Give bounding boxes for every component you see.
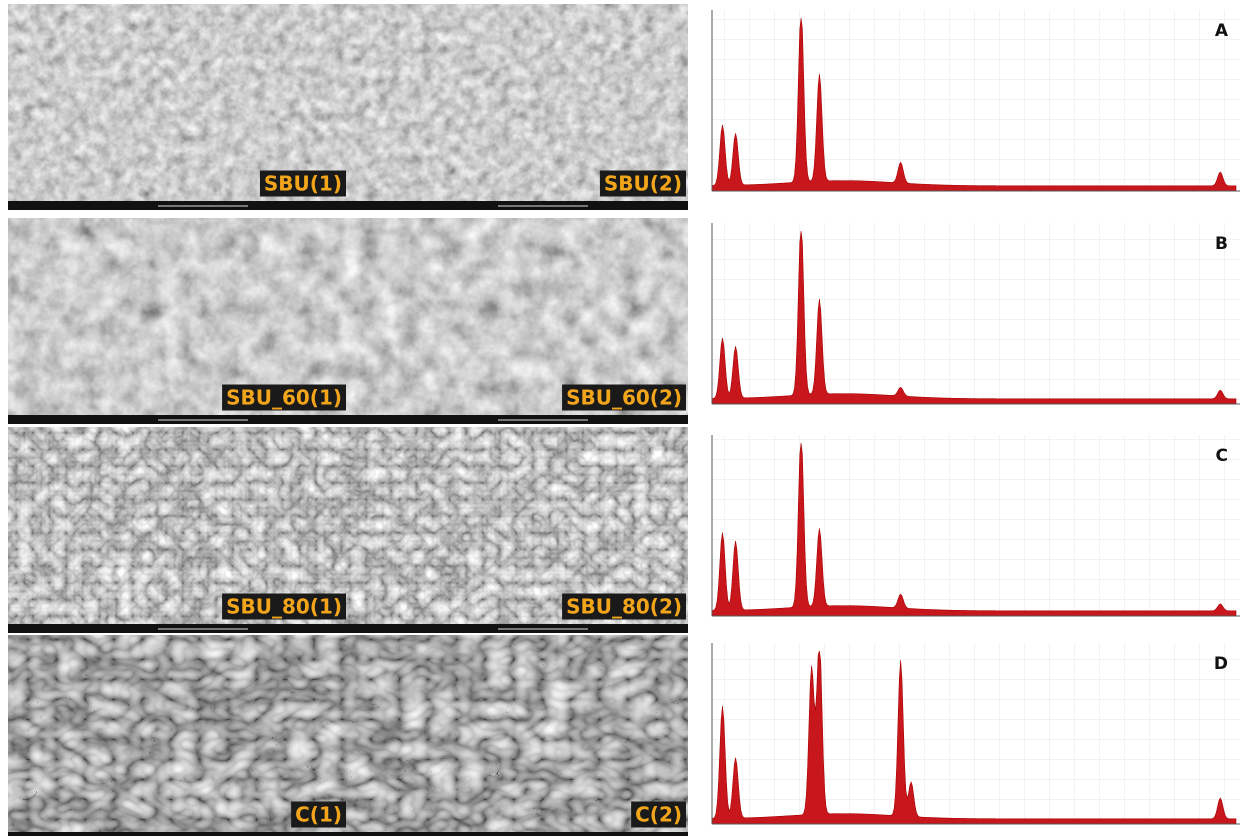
sem-image: C(2) bbox=[348, 635, 688, 836]
spectrum-grid bbox=[712, 435, 1240, 616]
spectrum-grid bbox=[712, 223, 1240, 404]
sem-label: SBU_60(1) bbox=[226, 386, 342, 410]
spectrum-panel: D bbox=[712, 643, 1240, 824]
sem-image: C(1) bbox=[8, 635, 348, 836]
spectrum-letter: C bbox=[1216, 446, 1228, 466]
page: SBU(1) SBU(2) SBU_60(1) SBU_60(2) SBU_80(1) S… bbox=[0, 0, 1243, 836]
spectrum-letter: D bbox=[1214, 654, 1228, 674]
sem-image: SBU(1) bbox=[8, 4, 348, 210]
sem-label: C(2) bbox=[635, 803, 682, 827]
sem-image: SBU_80(1) bbox=[8, 427, 348, 633]
sem-label: SBU(2) bbox=[604, 172, 682, 196]
sem-label: SBU_80(1) bbox=[226, 595, 342, 619]
spectrum-panel: B bbox=[712, 223, 1240, 404]
sem-label: SBU_60(2) bbox=[566, 386, 682, 410]
sem-image: SBU_80(2) bbox=[348, 427, 688, 633]
spectrum-letter: A bbox=[1215, 21, 1229, 41]
figure: SBU(1) SBU(2) SBU_60(1) SBU_60(2) SBU_80(1) S… bbox=[0, 0, 1243, 836]
sem-image: SBU(2) bbox=[348, 4, 688, 210]
spectrum-panel: C bbox=[712, 435, 1240, 616]
spectrum-grid bbox=[712, 10, 1240, 191]
sem-label: SBU(1) bbox=[264, 172, 342, 196]
spectrum-grid bbox=[712, 643, 1240, 824]
scale-strip bbox=[348, 832, 688, 836]
spectrum-letter: B bbox=[1215, 234, 1228, 254]
sem-label: SBU_80(2) bbox=[566, 595, 682, 619]
sem-image: SBU_60(2) bbox=[348, 218, 688, 424]
sem-label: C(1) bbox=[295, 803, 342, 827]
spectrum-panel: A bbox=[712, 10, 1240, 191]
scale-strip bbox=[8, 832, 348, 836]
sem-image: SBU_60(1) bbox=[8, 218, 348, 424]
